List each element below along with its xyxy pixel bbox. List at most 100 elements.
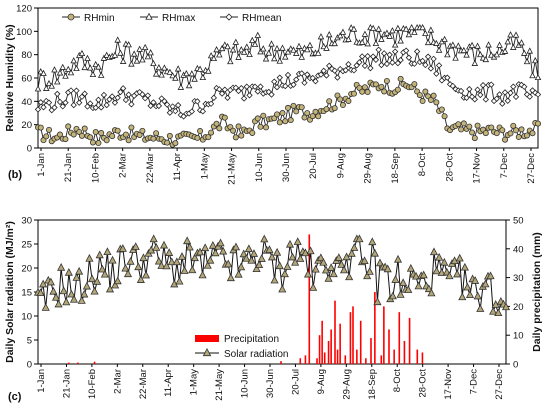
point-rhmean <box>117 88 124 96</box>
point-rhmax <box>336 32 344 39</box>
point-rhmin <box>364 89 371 96</box>
point-rhmean <box>100 91 108 99</box>
point-rhmax <box>62 72 69 79</box>
point-rhmax <box>81 63 88 71</box>
point-rhmin <box>45 126 52 133</box>
x-tick-label: 10-Feb <box>90 153 101 183</box>
point-rhmin <box>441 113 448 120</box>
panel-c-letter: (c) <box>8 391 22 403</box>
point-rhmin <box>438 106 445 113</box>
point-solar-radiation <box>39 279 48 288</box>
y-tick-label: 20 <box>21 264 32 275</box>
point-rhmean <box>298 70 305 77</box>
point-rhmin <box>433 99 440 106</box>
point-rhmean <box>122 96 130 104</box>
point-rhmean <box>364 52 371 60</box>
point-solar-radiation <box>368 237 377 246</box>
panel-c-solar-precip-chart: 0 5 10 15 20 25 30 1-Jan 21-Jan 10-Feb 2-Mar 22-Mar… <box>4 216 543 401</box>
point-solar-radiation <box>234 269 243 278</box>
point-solar-radiation <box>311 264 320 273</box>
point-rhmean <box>372 56 380 63</box>
point-solar-radiation <box>303 269 313 278</box>
point-solar-radiation <box>41 303 50 311</box>
precip-bar <box>398 312 401 364</box>
point-rhmax <box>114 36 121 43</box>
point-rhmax <box>276 57 284 64</box>
point-solar-radiation <box>59 286 68 295</box>
precip-bar <box>299 358 302 364</box>
point-rhmin <box>381 88 388 95</box>
point-rhmax <box>45 79 53 87</box>
point-rhmin <box>164 139 171 146</box>
point-rhmean <box>389 59 396 66</box>
point-rhmax <box>397 37 404 44</box>
point-solar-radiation <box>239 249 248 258</box>
point-solar-radiation <box>152 243 161 251</box>
point-solar-radiation <box>345 272 354 281</box>
point-solar-radiation <box>118 244 127 252</box>
legend-marker-solar-radiation <box>202 348 212 357</box>
point-rhmin <box>361 84 368 91</box>
x-tick-label: 2-Mar <box>118 153 129 178</box>
point-rhmin <box>290 102 297 109</box>
x-tick-label: 9-Aug <box>316 369 327 394</box>
point-rhmax <box>100 54 108 61</box>
point-rhmax <box>251 40 259 47</box>
point-rhmax <box>298 53 305 60</box>
x-tick-label: 28-Oct <box>444 153 455 182</box>
point-rhmean <box>479 81 487 89</box>
y-right-tick-label: 0 <box>513 360 518 371</box>
point-rhmax <box>378 35 385 42</box>
point-rhmax <box>257 48 264 55</box>
point-rhmax <box>444 51 451 58</box>
y-tick-label: 80 <box>21 50 32 61</box>
point-solar-radiation <box>329 269 338 278</box>
point-rhmax <box>152 70 160 77</box>
point-rhmean <box>482 96 489 103</box>
point-rhmax <box>364 40 371 47</box>
legend-marker-rhmax <box>145 12 153 20</box>
point-solar-radiation <box>435 252 444 261</box>
precip-bar <box>330 329 332 364</box>
point-rhmax <box>350 25 358 32</box>
point-solar-radiation <box>445 271 454 280</box>
point-rhmin <box>98 130 105 137</box>
point-rhmean <box>273 84 281 91</box>
point-rhmean <box>510 83 517 90</box>
point-rhmean <box>150 99 157 106</box>
point-rhmax <box>141 43 149 51</box>
x-tick-label: 20-Jul <box>308 153 319 179</box>
point-solar-radiation <box>157 261 166 269</box>
point-solar-radiation <box>211 248 220 257</box>
point-solar-radiation <box>126 257 135 265</box>
point-solar-radiation <box>465 290 475 299</box>
point-rhmin <box>293 108 300 115</box>
point-solar-radiation <box>77 296 86 304</box>
point-rhmax <box>232 38 240 45</box>
point-solar-radiation <box>141 270 151 279</box>
point-rhmean <box>243 83 250 90</box>
point-solar-radiation <box>270 275 279 284</box>
point-rhmax <box>183 69 190 77</box>
point-rhmax <box>471 59 479 66</box>
x-tick-label: 28-Oct <box>418 369 429 398</box>
precip-bar <box>318 335 321 364</box>
point-rhmin <box>37 124 44 131</box>
point-rhmax <box>358 38 366 45</box>
point-solar-radiation <box>360 256 369 265</box>
point-solar-radiation <box>167 257 176 266</box>
point-rhmax <box>262 55 270 62</box>
point-rhmin <box>458 126 465 133</box>
point-rhmean <box>161 98 168 105</box>
point-rhmean <box>369 53 377 60</box>
point-rhmin <box>411 81 418 88</box>
point-rhmean <box>284 71 292 79</box>
point-rhmean <box>356 59 363 66</box>
point-rhmin <box>427 96 434 103</box>
point-solar-radiation <box>172 257 181 266</box>
point-solar-radiation <box>309 283 318 291</box>
point-rhmin <box>422 88 429 95</box>
point-rhmean <box>271 78 278 85</box>
point-rhmin <box>488 124 495 131</box>
point-rhmin <box>287 117 294 124</box>
